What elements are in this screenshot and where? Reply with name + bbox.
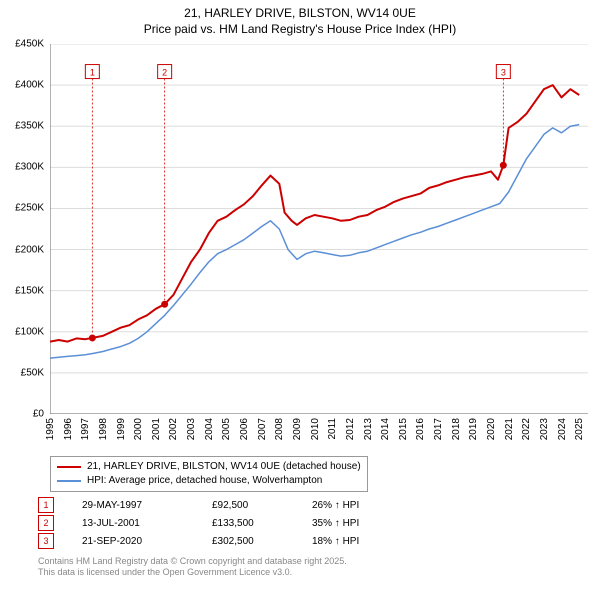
y-tick-label: £200K	[15, 244, 44, 255]
marker-row: 2 13-JUL-2001£133,50035% ↑ HPI	[38, 514, 412, 532]
marker-table: 1 29-MAY-1997£92,50026% ↑ HPI 2 13-JUL-2001…	[38, 496, 412, 550]
x-tick-label: 2011	[327, 418, 338, 440]
marker-price: £133,500	[212, 518, 312, 529]
x-tick-label: 2008	[274, 418, 285, 440]
legend-item: 21, HARLEY DRIVE, BILSTON, WV14 0UE (det…	[57, 460, 361, 474]
marker-pct: 18% ↑ HPI	[312, 536, 412, 547]
x-tick-label: 2015	[398, 418, 409, 440]
marker-price: £302,500	[212, 536, 312, 547]
x-tick-label: 1997	[80, 418, 91, 440]
marker-number-box: 3	[38, 533, 54, 549]
x-tick-label: 2024	[557, 418, 568, 440]
x-axis: 1995199619971998199920002001200220032004…	[50, 418, 588, 452]
x-tick-label: 2004	[204, 418, 215, 440]
x-tick-label: 2022	[521, 418, 532, 440]
x-tick-label: 2020	[486, 418, 497, 440]
svg-text:1: 1	[90, 68, 95, 78]
marker-date: 21-SEP-2020	[82, 536, 212, 547]
legend-label: 21, HARLEY DRIVE, BILSTON, WV14 0UE (det…	[87, 460, 361, 474]
marker-price: £92,500	[212, 500, 312, 511]
x-tick-label: 2009	[292, 418, 303, 440]
y-tick-label: £150K	[15, 285, 44, 296]
marker-date: 13-JUL-2001	[82, 518, 212, 529]
marker-pct: 26% ↑ HPI	[312, 500, 412, 511]
x-tick-label: 2001	[151, 418, 162, 440]
footer-line1: Contains HM Land Registry data © Crown c…	[38, 556, 347, 567]
x-tick-label: 1995	[45, 418, 56, 440]
marker-row: 1 29-MAY-1997£92,50026% ↑ HPI	[38, 496, 412, 514]
svg-text:3: 3	[501, 68, 506, 78]
chart-title: 21, HARLEY DRIVE, BILSTON, WV14 0UE Pric…	[0, 0, 600, 37]
y-tick-label: £400K	[15, 80, 44, 91]
x-tick-label: 2005	[221, 418, 232, 440]
legend-item: HPI: Average price, detached house, Wolv…	[57, 474, 361, 488]
x-tick-label: 2017	[433, 418, 444, 440]
x-tick-label: 2012	[345, 418, 356, 440]
marker-number-box: 2	[38, 515, 54, 531]
y-axis: £0£50K£100K£150K£200K£250K£300K£350K£400…	[0, 44, 46, 414]
title-subtitle: Price paid vs. HM Land Registry's House …	[0, 22, 600, 38]
y-tick-label: £300K	[15, 162, 44, 173]
y-tick-label: £350K	[15, 121, 44, 132]
x-tick-label: 2000	[133, 418, 144, 440]
x-tick-label: 2007	[257, 418, 268, 440]
x-tick-label: 2025	[574, 418, 585, 440]
x-tick-label: 2016	[415, 418, 426, 440]
x-tick-label: 2010	[310, 418, 321, 440]
marker-date: 29-MAY-1997	[82, 500, 212, 511]
legend: 21, HARLEY DRIVE, BILSTON, WV14 0UE (det…	[50, 456, 368, 492]
x-tick-label: 2018	[451, 418, 462, 440]
x-tick-label: 2021	[504, 418, 515, 440]
legend-label: HPI: Average price, detached house, Wolv…	[87, 474, 322, 488]
legend-swatch	[57, 466, 81, 468]
title-address: 21, HARLEY DRIVE, BILSTON, WV14 0UE	[0, 6, 600, 22]
legend-swatch	[57, 480, 81, 482]
svg-text:2: 2	[162, 68, 167, 78]
y-tick-label: £50K	[21, 367, 44, 378]
x-tick-label: 2023	[539, 418, 550, 440]
x-tick-label: 2006	[239, 418, 250, 440]
x-tick-label: 1998	[98, 418, 109, 440]
footer-attribution: Contains HM Land Registry data © Crown c…	[38, 556, 347, 579]
y-tick-label: £100K	[15, 326, 44, 337]
x-tick-label: 1996	[63, 418, 74, 440]
x-tick-label: 2019	[468, 418, 479, 440]
y-tick-label: £0	[33, 409, 44, 420]
x-tick-label: 2014	[380, 418, 391, 440]
footer-line2: This data is licensed under the Open Gov…	[38, 567, 347, 578]
y-tick-label: £450K	[15, 39, 44, 50]
x-tick-label: 2002	[168, 418, 179, 440]
y-tick-label: £250K	[15, 203, 44, 214]
marker-number-box: 1	[38, 497, 54, 513]
x-tick-label: 2003	[186, 418, 197, 440]
x-tick-label: 2013	[363, 418, 374, 440]
x-tick-label: 1999	[116, 418, 127, 440]
marker-pct: 35% ↑ HPI	[312, 518, 412, 529]
chart-plot: 1 2 3	[50, 44, 588, 414]
marker-row: 3 21-SEP-2020£302,50018% ↑ HPI	[38, 532, 412, 550]
